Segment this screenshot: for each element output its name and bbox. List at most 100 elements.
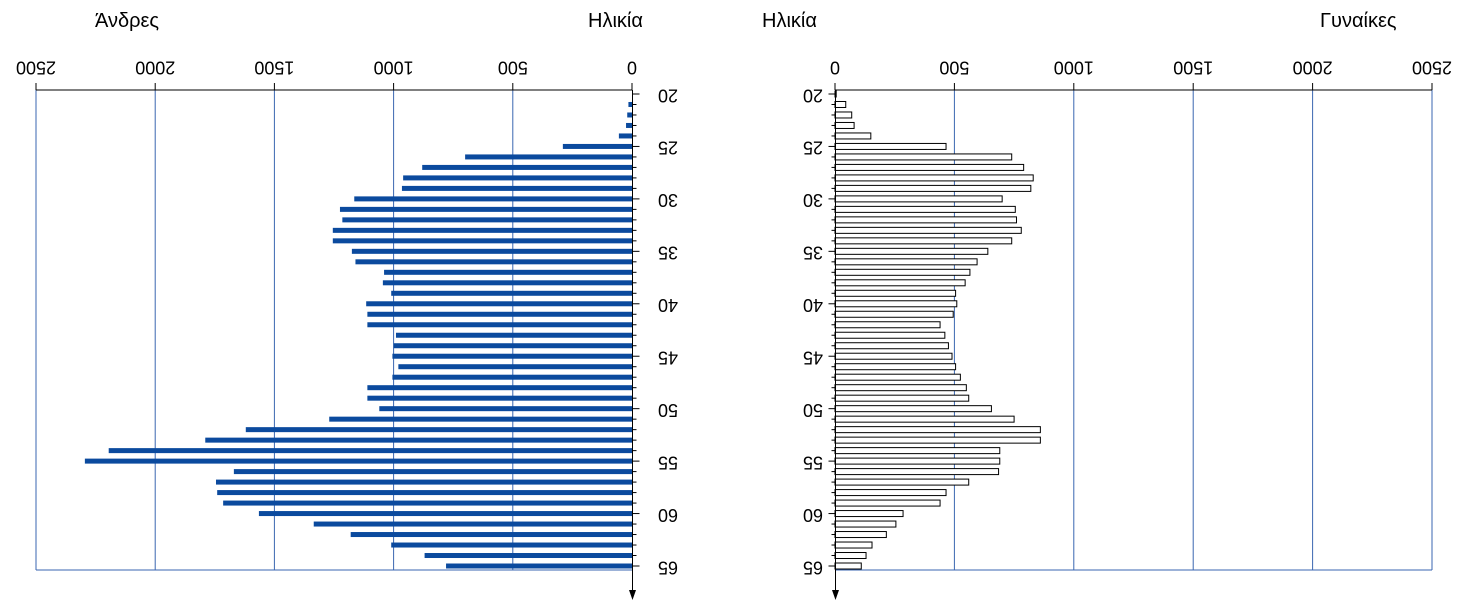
right-x-tick-label: 1000 xyxy=(1054,57,1094,77)
female-bar xyxy=(834,289,957,297)
female-bar xyxy=(834,121,855,129)
female-bar xyxy=(834,268,971,276)
male-bar xyxy=(391,290,632,296)
right-age-tick-label: 30 xyxy=(803,190,823,210)
male-bar xyxy=(223,500,633,506)
left-age-label: Ηλικία xyxy=(588,10,643,32)
left-age-axis-arrow xyxy=(629,590,636,600)
male-bar xyxy=(628,101,632,107)
right-x-tick-label: 0 xyxy=(830,57,840,77)
male-bar xyxy=(562,143,632,149)
male-bar xyxy=(465,154,632,160)
left-x-tick-label: 2000 xyxy=(135,57,175,77)
female-bar xyxy=(834,132,872,140)
female-bar xyxy=(834,552,867,560)
male-bar xyxy=(84,458,632,464)
male-bar xyxy=(329,416,632,422)
male-bar xyxy=(339,206,632,212)
female-bar xyxy=(834,426,1041,434)
male-bar xyxy=(108,448,633,454)
female-bar xyxy=(834,499,941,507)
female-bar xyxy=(834,436,1041,444)
male-bar xyxy=(367,385,632,391)
female-bar xyxy=(834,100,847,108)
female-bar xyxy=(834,111,853,119)
left-age-tick-label: 60 xyxy=(658,505,678,525)
right-age-tick-label: 20 xyxy=(803,85,823,105)
right-x-tick-label: 2000 xyxy=(1293,57,1333,77)
male-bar xyxy=(217,490,632,496)
female-bar xyxy=(834,163,1025,171)
male-bar xyxy=(332,238,632,244)
left-x-tick-label: 1000 xyxy=(374,57,414,77)
male-bar xyxy=(354,196,632,202)
left-age-tick-label: 55 xyxy=(658,452,678,472)
female-bar xyxy=(834,478,970,486)
female-bar xyxy=(834,447,1001,455)
male-bar xyxy=(245,427,633,433)
male-bar xyxy=(392,353,632,359)
male-bar xyxy=(618,133,632,139)
right-age-tick-label: 65 xyxy=(803,557,823,577)
right-x-tick-label: 500 xyxy=(939,57,969,77)
female-bar xyxy=(834,457,1001,465)
female-bar xyxy=(834,394,970,402)
male-bar xyxy=(424,553,632,559)
female-bar xyxy=(834,415,1015,423)
female-title: Γυναίκες xyxy=(1320,10,1397,32)
female-bar xyxy=(834,205,1016,213)
male-bar xyxy=(626,122,632,128)
male-bar xyxy=(446,563,632,569)
left-age-tick-label: 50 xyxy=(658,400,678,420)
male-bar xyxy=(367,322,632,328)
right-age-label: Ηλικία xyxy=(762,10,817,32)
female-bar xyxy=(834,562,862,570)
male-bar xyxy=(379,406,632,412)
female-bar xyxy=(834,153,1013,161)
left-x-tick-label: 500 xyxy=(498,57,528,77)
male-bar xyxy=(391,542,632,548)
female-bar xyxy=(834,342,949,350)
left-x-tick-label: 2500 xyxy=(16,57,56,77)
male-bar xyxy=(422,164,632,170)
male-bar xyxy=(627,112,632,118)
female-bar xyxy=(834,489,947,497)
male-bar xyxy=(398,364,632,370)
male-bar xyxy=(350,532,632,538)
male-bar xyxy=(215,479,632,485)
male-bar xyxy=(205,437,632,443)
female-bar xyxy=(834,258,978,266)
female-bar xyxy=(834,363,957,371)
male-bar xyxy=(313,521,632,527)
left-x-tick-label: 1500 xyxy=(254,57,294,77)
left-age-tick-label: 30 xyxy=(658,190,678,210)
female-bar xyxy=(834,226,1022,234)
female-bar xyxy=(834,279,966,287)
left-age-tick-label: 65 xyxy=(658,557,678,577)
right-x-tick-label: 1500 xyxy=(1173,57,1213,77)
left-x-tick-label: 0 xyxy=(627,57,637,77)
left-age-tick-label: 45 xyxy=(658,347,678,367)
female-bar xyxy=(834,531,887,539)
male-bar xyxy=(393,343,632,349)
male-bar xyxy=(384,269,632,275)
right-age-tick-label: 50 xyxy=(803,400,823,420)
male-bar xyxy=(367,311,632,317)
male-bar xyxy=(395,332,632,338)
female-bar xyxy=(834,352,953,360)
male-bar xyxy=(382,280,632,286)
male-bar xyxy=(258,511,632,517)
female-bar xyxy=(834,520,897,528)
female-bar xyxy=(834,300,958,308)
right-age-tick-label: 55 xyxy=(803,452,823,472)
male-bar xyxy=(392,374,632,380)
female-bar xyxy=(834,468,1000,476)
female-bar xyxy=(834,384,967,392)
female-bar xyxy=(834,331,946,339)
male-bar xyxy=(367,395,632,401)
right-age-tick-label: 60 xyxy=(803,505,823,525)
male-bar xyxy=(233,469,632,475)
left-age-tick-label: 25 xyxy=(658,138,678,158)
right-age-tick-label: 45 xyxy=(803,347,823,367)
male-title: Άνδρες xyxy=(95,10,160,32)
